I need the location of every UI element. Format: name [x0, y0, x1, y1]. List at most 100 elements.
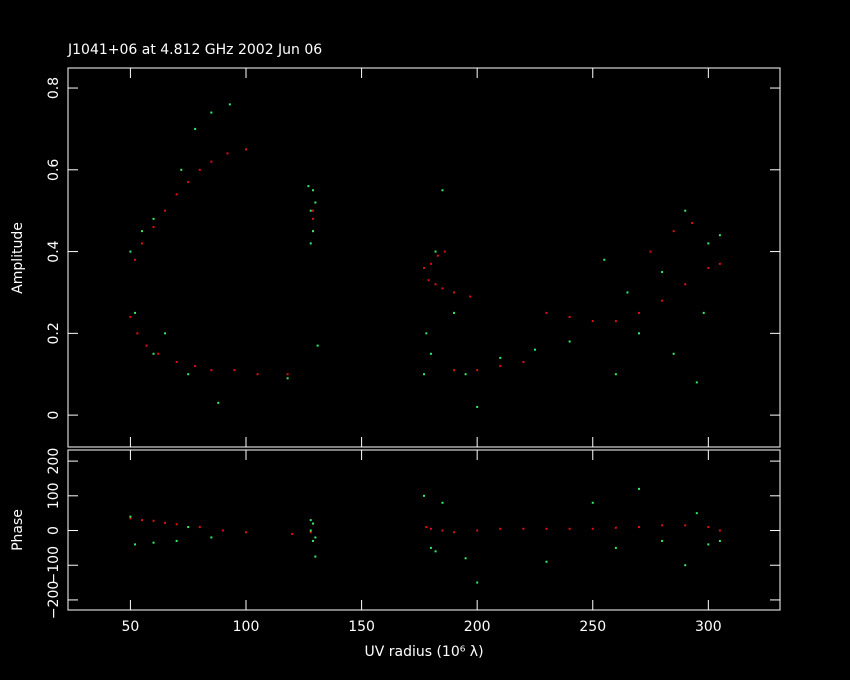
point	[464, 373, 467, 376]
point	[198, 168, 201, 171]
point	[309, 242, 312, 245]
point	[464, 557, 467, 560]
point	[469, 295, 472, 298]
x-tick-label: 100	[233, 619, 260, 635]
point	[256, 373, 259, 376]
point	[661, 271, 664, 274]
point	[429, 262, 432, 265]
point	[194, 365, 197, 368]
point	[423, 494, 425, 497]
point	[210, 111, 213, 114]
point	[718, 529, 721, 532]
point	[312, 230, 315, 233]
point	[226, 152, 229, 155]
point	[233, 369, 236, 372]
point	[175, 539, 178, 542]
top-frame	[67, 67, 781, 448]
point	[187, 181, 190, 184]
point	[441, 287, 444, 290]
point	[429, 546, 432, 549]
point	[695, 512, 698, 515]
point	[718, 234, 721, 237]
point	[499, 527, 502, 530]
point	[309, 531, 312, 534]
point	[684, 283, 687, 286]
point	[175, 193, 178, 196]
point	[476, 581, 479, 584]
point	[316, 344, 319, 347]
point	[129, 517, 132, 520]
point	[707, 266, 710, 269]
point	[707, 242, 710, 245]
point	[198, 526, 201, 529]
point	[453, 291, 456, 294]
point	[453, 311, 456, 314]
point	[545, 560, 548, 563]
point	[217, 401, 220, 404]
point	[129, 250, 132, 253]
y-tick-label: 0	[46, 526, 62, 535]
y-tick-label: 0.8	[46, 77, 62, 99]
point	[145, 344, 148, 347]
point	[707, 526, 710, 529]
point	[626, 291, 629, 294]
point	[614, 320, 617, 323]
point	[157, 352, 160, 355]
point	[152, 519, 155, 522]
point	[425, 526, 428, 529]
point	[134, 311, 137, 314]
point	[453, 369, 456, 372]
point	[614, 373, 617, 376]
point	[707, 543, 710, 546]
point	[314, 555, 317, 558]
point	[691, 221, 694, 224]
point	[499, 356, 502, 359]
point	[443, 250, 446, 253]
point	[164, 332, 167, 335]
point	[228, 103, 231, 106]
point	[152, 226, 155, 229]
point	[245, 148, 247, 151]
point	[545, 527, 548, 530]
point	[434, 250, 437, 253]
point	[187, 373, 190, 376]
point	[684, 209, 687, 212]
point	[441, 529, 444, 532]
x-tick-label: 200	[464, 619, 491, 635]
point	[140, 519, 143, 522]
point	[718, 539, 721, 542]
point	[221, 529, 224, 532]
bottom-frame	[67, 449, 781, 611]
point	[545, 311, 548, 314]
point	[649, 250, 652, 253]
point	[522, 527, 525, 530]
point	[136, 332, 139, 335]
point	[522, 360, 525, 363]
point	[568, 527, 571, 530]
y-tick-label: 0	[46, 411, 62, 420]
point	[140, 242, 143, 245]
point	[312, 522, 315, 525]
point	[434, 550, 437, 553]
point	[568, 315, 571, 318]
point	[441, 501, 444, 504]
point	[314, 201, 317, 204]
point	[309, 209, 312, 212]
point	[129, 515, 132, 518]
point	[312, 189, 315, 192]
point	[533, 348, 536, 351]
point	[423, 373, 425, 376]
point	[661, 524, 664, 527]
point	[210, 536, 213, 539]
point	[684, 564, 687, 567]
y-tick-label: 0.2	[46, 322, 62, 344]
point	[436, 254, 439, 257]
y-tick-label: 0.4	[46, 240, 62, 262]
point	[286, 377, 289, 380]
point	[152, 541, 155, 544]
chart-title: J1041+06 at 4.812 GHz 2002 Jun 06	[67, 42, 322, 58]
point	[568, 340, 571, 343]
y-tick-label: −200	[46, 581, 62, 619]
point	[614, 546, 617, 549]
point	[164, 209, 167, 212]
